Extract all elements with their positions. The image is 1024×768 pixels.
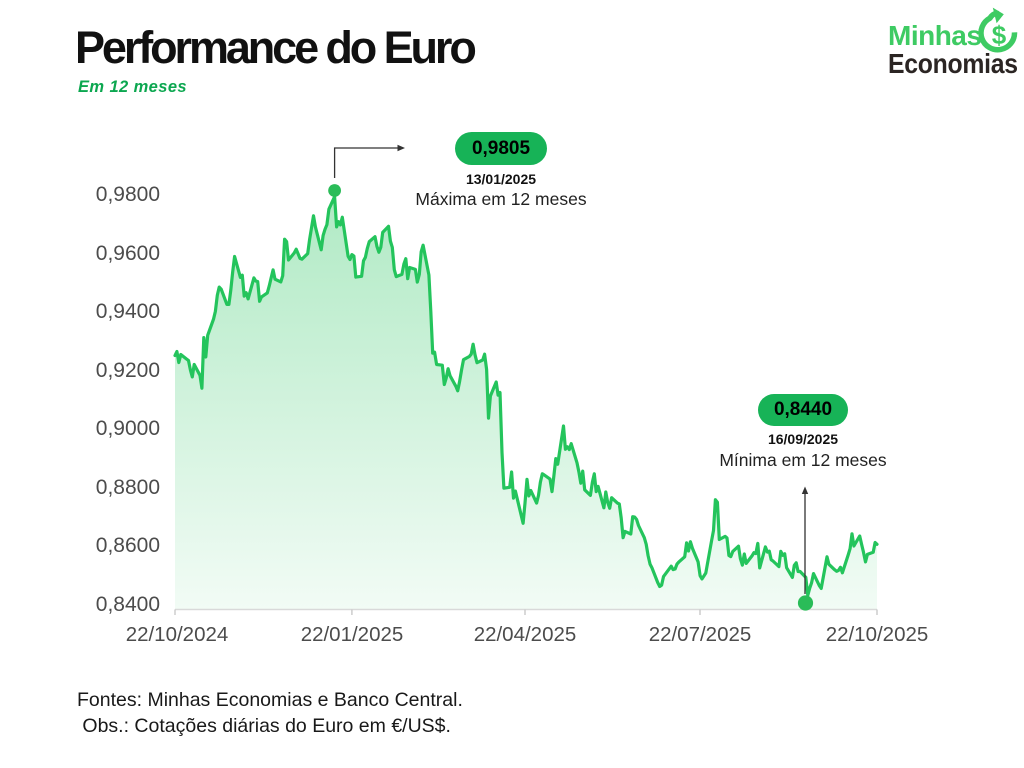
svg-text:$: $ <box>992 20 1007 50</box>
